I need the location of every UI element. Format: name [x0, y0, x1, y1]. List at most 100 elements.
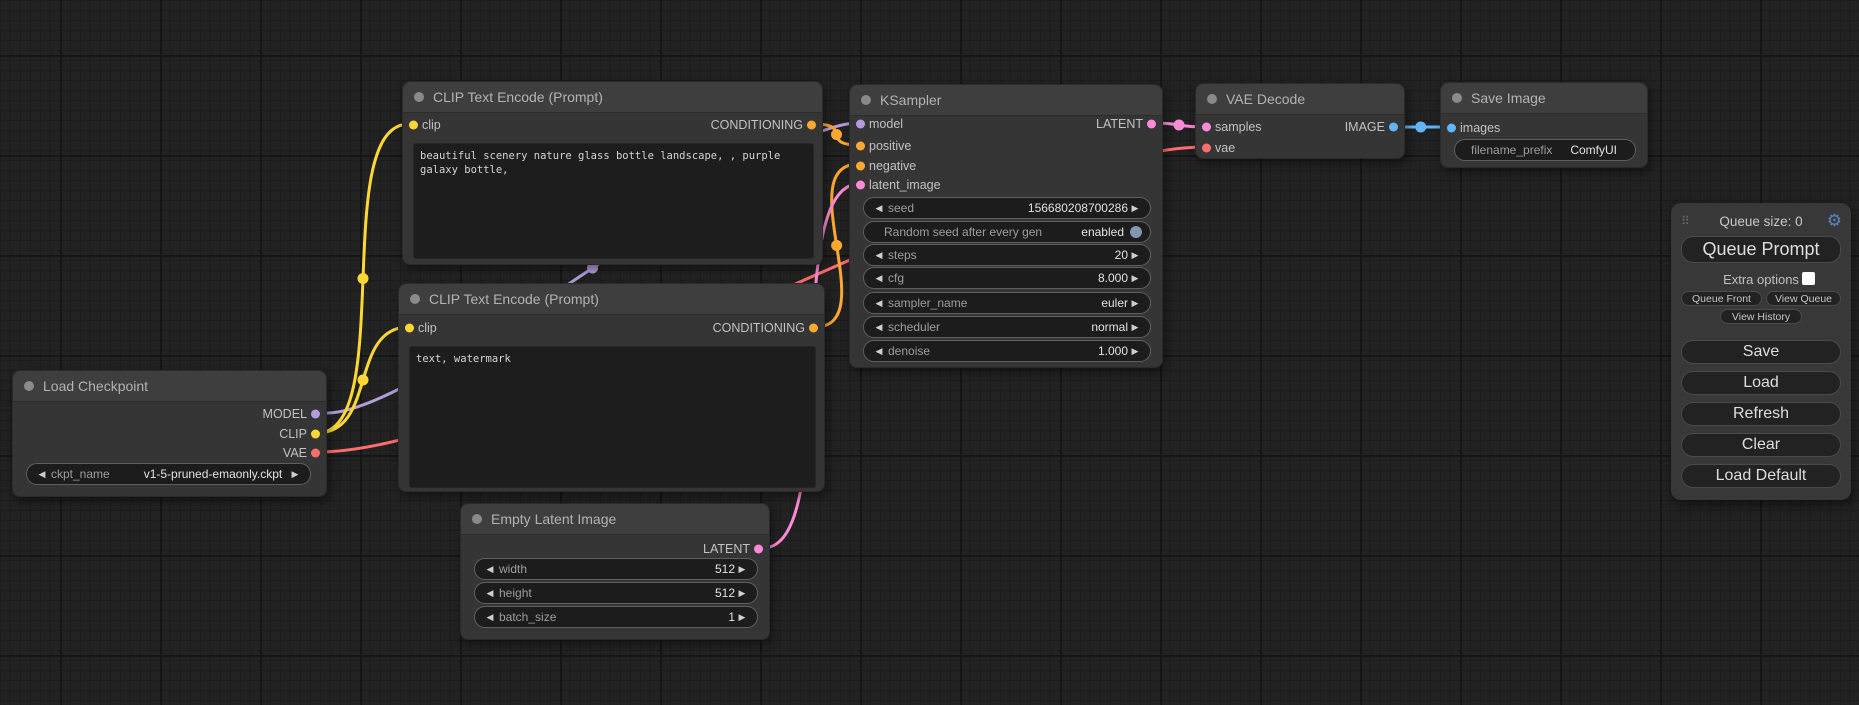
- widget-left-arrow-icon[interactable]: ◀: [486, 588, 494, 598]
- node-load-checkpoint-titlebar[interactable]: Load Checkpoint: [13, 371, 326, 402]
- model-slot-icon[interactable]: [856, 119, 865, 129]
- view-history-button[interactable]: View History: [1720, 309, 1802, 324]
- seed-widget[interactable]: ◀ seed 156680208700286 ▶: [863, 197, 1151, 219]
- collapse-dot-icon[interactable]: [410, 294, 420, 304]
- node-clip-positive-titlebar[interactable]: CLIP Text Encode (Prompt): [403, 82, 822, 113]
- input-clip[interactable]: clip: [403, 116, 441, 134]
- widget-left-arrow-icon[interactable]: ◀: [875, 322, 883, 332]
- height-widget[interactable]: ◀ height 512 ▶: [474, 582, 758, 604]
- conditioning-slot-icon[interactable]: [809, 323, 818, 333]
- input-clip[interactable]: clip: [399, 319, 437, 337]
- widget-right-arrow-icon[interactable]: ▶: [738, 612, 746, 622]
- collapse-dot-icon[interactable]: [1207, 94, 1217, 104]
- load-default-button[interactable]: Load Default: [1681, 464, 1841, 488]
- image-slot-icon[interactable]: [1447, 123, 1456, 133]
- clip-slot-icon[interactable]: [405, 323, 414, 333]
- widget-right-arrow-icon[interactable]: ▶: [1131, 203, 1139, 213]
- widget-right-arrow-icon[interactable]: ▶: [1131, 322, 1139, 332]
- widget-right-arrow-icon[interactable]: ▶: [291, 469, 299, 479]
- collapse-dot-icon[interactable]: [472, 514, 482, 524]
- input-negative[interactable]: negative: [850, 157, 916, 175]
- positive-prompt-textarea[interactable]: beautiful scenery nature glass bottle la…: [413, 143, 814, 259]
- output-vae[interactable]: VAE: [283, 444, 326, 462]
- clip-slot-icon[interactable]: [409, 120, 418, 130]
- clip-slot-icon[interactable]: [311, 429, 320, 439]
- toggle-knob-icon[interactable]: [1130, 226, 1142, 238]
- filename-prefix-widget[interactable]: filename_prefix ComfyUI: [1454, 139, 1636, 161]
- output-latent[interactable]: LATENT: [703, 540, 769, 558]
- scheduler-widget[interactable]: ◀ scheduler normal ▶: [863, 316, 1151, 338]
- input-model[interactable]: model: [850, 115, 903, 133]
- latent-slot-icon[interactable]: [856, 180, 865, 190]
- input-samples[interactable]: samples: [1196, 118, 1262, 136]
- widget-left-arrow-icon[interactable]: ◀: [38, 469, 46, 479]
- node-vae-decode[interactable]: VAE Decode samples IMAGE vae: [1195, 83, 1405, 159]
- queue-front-button[interactable]: Queue Front: [1681, 291, 1762, 306]
- settings-gear-icon[interactable]: ⚙: [1826, 211, 1842, 230]
- collapse-dot-icon[interactable]: [24, 381, 34, 391]
- collapse-dot-icon[interactable]: [1452, 93, 1462, 103]
- refresh-button[interactable]: Refresh: [1681, 402, 1841, 426]
- node-vae-decode-titlebar[interactable]: VAE Decode: [1196, 84, 1404, 115]
- output-model[interactable]: MODEL: [263, 405, 326, 423]
- save-button[interactable]: Save: [1681, 340, 1841, 364]
- cfg-widget[interactable]: ◀ cfg 8.000 ▶: [863, 267, 1151, 289]
- output-latent[interactable]: LATENT: [1096, 115, 1162, 133]
- widget-right-arrow-icon[interactable]: ▶: [1131, 346, 1139, 356]
- collapse-dot-icon[interactable]: [414, 92, 424, 102]
- negative-prompt-textarea[interactable]: text, watermark: [409, 346, 816, 488]
- sampler-name-widget[interactable]: ◀ sampler_name euler ▶: [863, 292, 1151, 314]
- widget-right-arrow-icon[interactable]: ▶: [1131, 273, 1139, 283]
- latent-slot-icon[interactable]: [754, 544, 763, 554]
- output-clip[interactable]: CLIP: [279, 425, 326, 443]
- conditioning-slot-icon[interactable]: [807, 120, 816, 130]
- input-images[interactable]: images: [1441, 119, 1500, 137]
- collapse-dot-icon[interactable]: [861, 95, 871, 105]
- queue-prompt-button[interactable]: Queue Prompt: [1681, 236, 1841, 263]
- node-load-checkpoint[interactable]: Load Checkpoint MODEL CLIP VAE ◀ ckpt_na…: [12, 370, 327, 497]
- output-image[interactable]: IMAGE: [1345, 118, 1404, 136]
- input-vae[interactable]: vae: [1196, 139, 1235, 157]
- node-clip-text-encode-negative[interactable]: CLIP Text Encode (Prompt) clip CONDITION…: [398, 283, 825, 492]
- queue-panel[interactable]: ⠿ Queue size: 0 ⚙ Queue Prompt Extra opt…: [1671, 203, 1851, 500]
- latent-slot-icon[interactable]: [1202, 122, 1211, 132]
- widget-left-arrow-icon[interactable]: ◀: [486, 612, 494, 622]
- image-slot-icon[interactable]: [1389, 122, 1398, 132]
- conditioning-slot-icon[interactable]: [856, 141, 865, 151]
- denoise-widget[interactable]: ◀ denoise 1.000 ▶: [863, 340, 1151, 362]
- widget-right-arrow-icon[interactable]: ▶: [738, 588, 746, 598]
- widget-left-arrow-icon[interactable]: ◀: [875, 203, 883, 213]
- widget-left-arrow-icon[interactable]: ◀: [875, 250, 883, 260]
- input-latent-image[interactable]: latent_image: [850, 176, 941, 194]
- widget-right-arrow-icon[interactable]: ▶: [738, 564, 746, 574]
- load-button[interactable]: Load: [1681, 371, 1841, 395]
- widget-right-arrow-icon[interactable]: ▶: [1131, 250, 1139, 260]
- vae-slot-icon[interactable]: [1202, 143, 1211, 153]
- widget-left-arrow-icon[interactable]: ◀: [875, 298, 883, 308]
- widget-left-arrow-icon[interactable]: ◀: [486, 564, 494, 574]
- node-clip-negative-titlebar[interactable]: CLIP Text Encode (Prompt): [399, 284, 824, 315]
- node-empty-latent-image[interactable]: Empty Latent Image LATENT ◀ width 512 ▶ …: [460, 503, 770, 640]
- drag-handle-icon[interactable]: ⠿: [1681, 214, 1691, 228]
- widget-left-arrow-icon[interactable]: ◀: [875, 346, 883, 356]
- node-clip-text-encode-positive[interactable]: CLIP Text Encode (Prompt) clip CONDITION…: [402, 81, 823, 265]
- node-ksampler-titlebar[interactable]: KSampler: [850, 85, 1162, 116]
- node-save-image-titlebar[interactable]: Save Image: [1441, 83, 1647, 114]
- view-queue-button[interactable]: View Queue: [1766, 291, 1841, 306]
- widget-left-arrow-icon[interactable]: ◀: [875, 273, 883, 283]
- width-widget[interactable]: ◀ width 512 ▶: [474, 558, 758, 580]
- node-ksampler[interactable]: KSampler model LATENT positive negative …: [849, 84, 1163, 368]
- node-save-image[interactable]: Save Image images filename_prefix ComfyU…: [1440, 82, 1648, 168]
- latent-slot-icon[interactable]: [1147, 119, 1156, 129]
- random-seed-toggle-widget[interactable]: Random seed after every gen enabled: [863, 221, 1151, 243]
- batch-size-widget[interactable]: ◀ batch_size 1 ▶: [474, 606, 758, 628]
- ckpt-name-widget[interactable]: ◀ ckpt_name v1-5-pruned-emaonly.ckpt ▶: [26, 463, 311, 485]
- output-conditioning[interactable]: CONDITIONING: [713, 319, 824, 337]
- vae-slot-icon[interactable]: [311, 448, 320, 458]
- extra-options-checkbox[interactable]: [1802, 272, 1815, 285]
- node-empty-latent-titlebar[interactable]: Empty Latent Image: [461, 504, 769, 535]
- model-slot-icon[interactable]: [311, 409, 320, 419]
- output-conditioning[interactable]: CONDITIONING: [711, 116, 822, 134]
- steps-widget[interactable]: ◀ steps 20 ▶: [863, 244, 1151, 266]
